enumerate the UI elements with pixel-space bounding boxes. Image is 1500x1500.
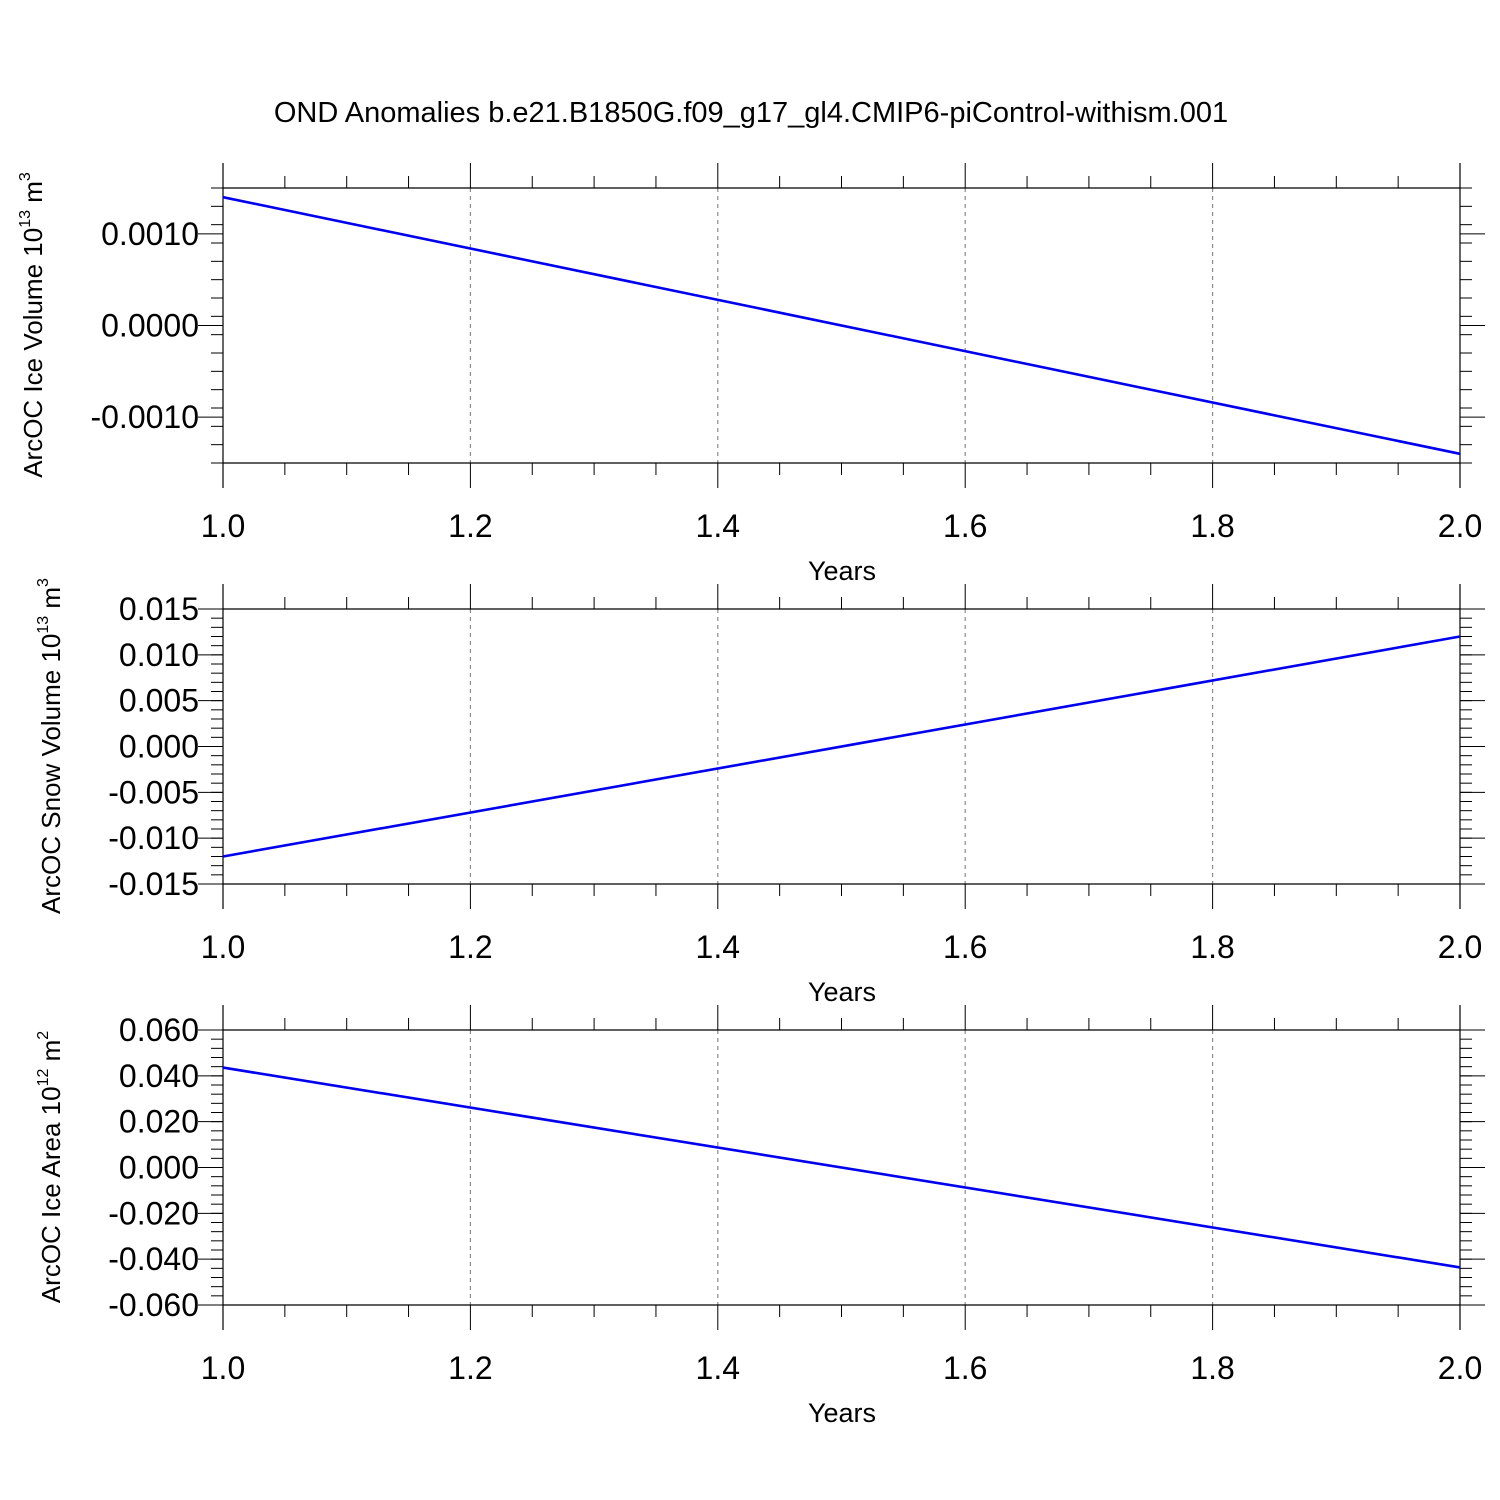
y-tick-label: 0.060 [119, 1012, 199, 1048]
y-tick-label: -0.0010 [90, 399, 199, 435]
x-tick-label: 1.2 [448, 929, 492, 965]
x-tick-label: 2.0 [1438, 508, 1482, 544]
y-axis-title: ArcOC Ice Volume 1013 m3 [17, 172, 48, 478]
chart-panel-3: -0.060 -0.040 -0.020 0.000 0.020 0.040 0.060 1.… [35, 1005, 1485, 1428]
x-tick-label: 2.0 [1438, 1350, 1482, 1386]
x-tick-label: 1.4 [696, 508, 740, 544]
y-tick-label: 0.020 [119, 1104, 199, 1140]
x-tick-label: 1.8 [1190, 1350, 1234, 1386]
series-line-1 [222, 635, 1461, 858]
x-tick-label: 1.6 [943, 1350, 987, 1386]
x-tick-label: 1.8 [1190, 929, 1234, 965]
series-line-1 [222, 1066, 1461, 1269]
y-tick-label: -0.010 [108, 820, 199, 856]
y-tick-label: 0.005 [119, 683, 199, 719]
x-tick-label: 1.0 [201, 929, 245, 965]
figure-title: OND Anomalies b.e21.B1850G.f09_g17_gl4.C… [274, 97, 1228, 129]
y-tick-label: -0.060 [108, 1287, 199, 1323]
x-axis-title: Years [808, 977, 876, 1007]
y-tick-label: -0.015 [108, 866, 199, 902]
y-tick-label: 0.015 [119, 591, 199, 627]
panels: -0.0010 0.0000 0.0010 1.0 1.2 1.4 1.6 1.8 2.0 Yea… [17, 163, 1485, 1428]
x-tick-label: 1.6 [943, 508, 987, 544]
x-tick-label: 1.8 [1190, 508, 1234, 544]
y-tick-label: 0.0010 [101, 216, 199, 252]
series-line-1 [222, 195, 1461, 456]
y-tick-label: 0.000 [119, 1150, 199, 1186]
x-tick-label: 2.0 [1438, 929, 1482, 965]
x-axis-title: Years [808, 1398, 876, 1428]
x-axis-title: Years [808, 556, 876, 586]
x-tick-label: 1.6 [943, 929, 987, 965]
y-tick-label: -0.040 [108, 1241, 199, 1277]
x-tick-label: 1.2 [448, 508, 492, 544]
x-tick-label: 1.0 [201, 1350, 245, 1386]
y-axis-title: ArcOC Snow Volume 1013 m3 [35, 578, 66, 914]
chart-panel-2: -0.015 -0.010 -0.005 0.000 0.005 0.010 0.015 1.… [35, 578, 1485, 1007]
y-tick-label: -0.020 [108, 1195, 199, 1231]
x-tick-label: 1.2 [448, 1350, 492, 1386]
y-tick-label: 0.010 [119, 637, 199, 673]
y-axis-title: ArcOC Ice Area 1012 m2 [35, 1031, 66, 1303]
x-tick-label: 1.4 [696, 1350, 740, 1386]
x-tick-label: 1.0 [201, 508, 245, 544]
y-tick-label: 0.040 [119, 1058, 199, 1094]
x-tick-label: 1.4 [696, 929, 740, 965]
chart-panel-1: -0.0010 0.0000 0.0010 1.0 1.2 1.4 1.6 1.8 2.0 Yea… [17, 163, 1485, 586]
y-tick-label: 0.000 [119, 729, 199, 765]
y-tick-label: 0.0000 [101, 308, 199, 344]
y-tick-label: -0.005 [108, 774, 199, 810]
